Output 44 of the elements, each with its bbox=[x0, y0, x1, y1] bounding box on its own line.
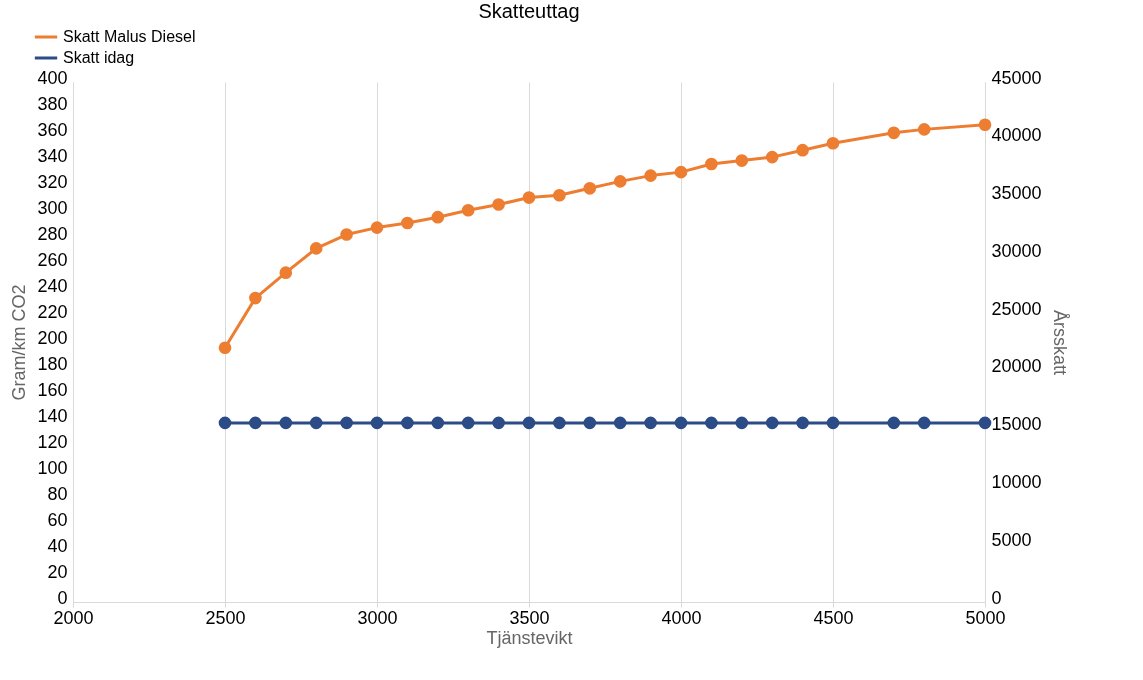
x-tick-label: 3500 bbox=[509, 607, 550, 628]
y-tick-label: 240 bbox=[37, 275, 68, 296]
y-tick-label: 280 bbox=[37, 223, 68, 244]
y2-tick-label: 30000 bbox=[991, 240, 1042, 261]
y-tick-label: 60 bbox=[47, 509, 68, 530]
y2-tick-label: 15000 bbox=[991, 414, 1042, 435]
x-tick-label: 2500 bbox=[205, 607, 246, 628]
x-tick-label: 3000 bbox=[357, 607, 398, 628]
y-tick-label: 0 bbox=[57, 587, 68, 608]
y2-tick-label: 10000 bbox=[991, 471, 1042, 492]
y-tick-label: 360 bbox=[37, 119, 68, 140]
x-tick-label: 2000 bbox=[53, 607, 94, 628]
y2-tick-label: 0 bbox=[991, 587, 1002, 608]
y-tick-label: 260 bbox=[37, 249, 68, 270]
x-tick-label: 4000 bbox=[661, 607, 702, 628]
y2-axis-title: Årsskatt bbox=[1049, 309, 1070, 376]
x-axis-title: Tjänstevikt bbox=[486, 627, 573, 648]
y-tick-label: 400 bbox=[37, 67, 68, 88]
y-tick-label: 120 bbox=[37, 431, 68, 452]
y-tick-label: 380 bbox=[37, 93, 68, 114]
y-tick-label: 80 bbox=[47, 483, 68, 504]
y2-tick-label: 45000 bbox=[991, 67, 1042, 88]
y-tick-label: 220 bbox=[37, 301, 68, 322]
y2-tick-label: 35000 bbox=[991, 183, 1042, 204]
y2-tick-label: 20000 bbox=[991, 356, 1042, 377]
x-tick-label: 4500 bbox=[813, 607, 854, 628]
y-tick-label: 200 bbox=[37, 327, 68, 348]
y-tick-label: 340 bbox=[37, 145, 68, 166]
y2-tick-label: 25000 bbox=[991, 298, 1042, 319]
y-tick-label: 300 bbox=[37, 197, 68, 218]
y2-tick-label: 5000 bbox=[991, 529, 1032, 550]
x-tick-label: 5000 bbox=[965, 607, 1006, 628]
y-tick-label: 140 bbox=[37, 405, 68, 426]
y2-tick-label: 40000 bbox=[991, 125, 1042, 146]
y-tick-label: 180 bbox=[37, 353, 68, 374]
y-tick-label: 20 bbox=[47, 561, 68, 582]
y-tick-label: 40 bbox=[47, 535, 68, 556]
legend-label: Skatt Malus Diesel bbox=[63, 28, 196, 45]
y-tick-label: 100 bbox=[37, 457, 68, 478]
legend-label: Skatt idag bbox=[63, 49, 135, 66]
y-tick-label: 160 bbox=[37, 379, 68, 400]
chart-title: Skatteuttag bbox=[478, 0, 580, 22]
y-tick-label: 320 bbox=[37, 171, 68, 192]
y-axis-title: Gram/km CO2 bbox=[9, 284, 30, 401]
